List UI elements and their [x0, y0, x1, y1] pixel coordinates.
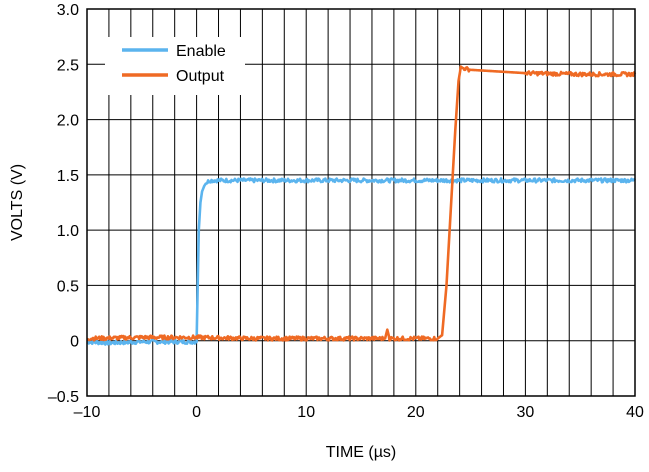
y-tick-label: 2.5 — [57, 57, 79, 74]
plot-frame — [86, 8, 636, 397]
x-tick-label: 20 — [407, 404, 425, 421]
x-tick-label: 30 — [517, 404, 535, 421]
x-axis-title: TIME (µs) — [326, 444, 397, 461]
y-tick-label: 0 — [70, 334, 79, 351]
y-tick-label: 3.0 — [57, 2, 79, 19]
x-tick-label: 10 — [297, 404, 315, 421]
y-axis-title: VOLTS (V) — [9, 164, 26, 241]
x-tick-label: 0 — [192, 404, 201, 421]
legend: Enable Output — [105, 37, 245, 95]
series-line-enable — [86, 177, 636, 346]
y-tick-label: 2.0 — [57, 113, 79, 130]
x-tick-label: –10 — [74, 404, 101, 421]
axis-ticks: –10 0 10 20 30 40 –0.5 0 0.5 1.0 1.5 2.0 2.5 3.0 — [48, 2, 644, 421]
y-tick-label: –0.5 — [48, 389, 79, 406]
x-tick-label: 40 — [626, 404, 644, 421]
series-line-output — [86, 65, 637, 342]
y-tick-label: 1.5 — [57, 168, 79, 185]
y-tick-label: 1.0 — [57, 223, 79, 240]
legend-box — [105, 37, 245, 95]
y-tick-label: 0.5 — [57, 278, 79, 295]
legend-label: Output — [176, 68, 225, 85]
legend-label: Enable — [176, 43, 226, 60]
plot-area — [86, 65, 637, 346]
